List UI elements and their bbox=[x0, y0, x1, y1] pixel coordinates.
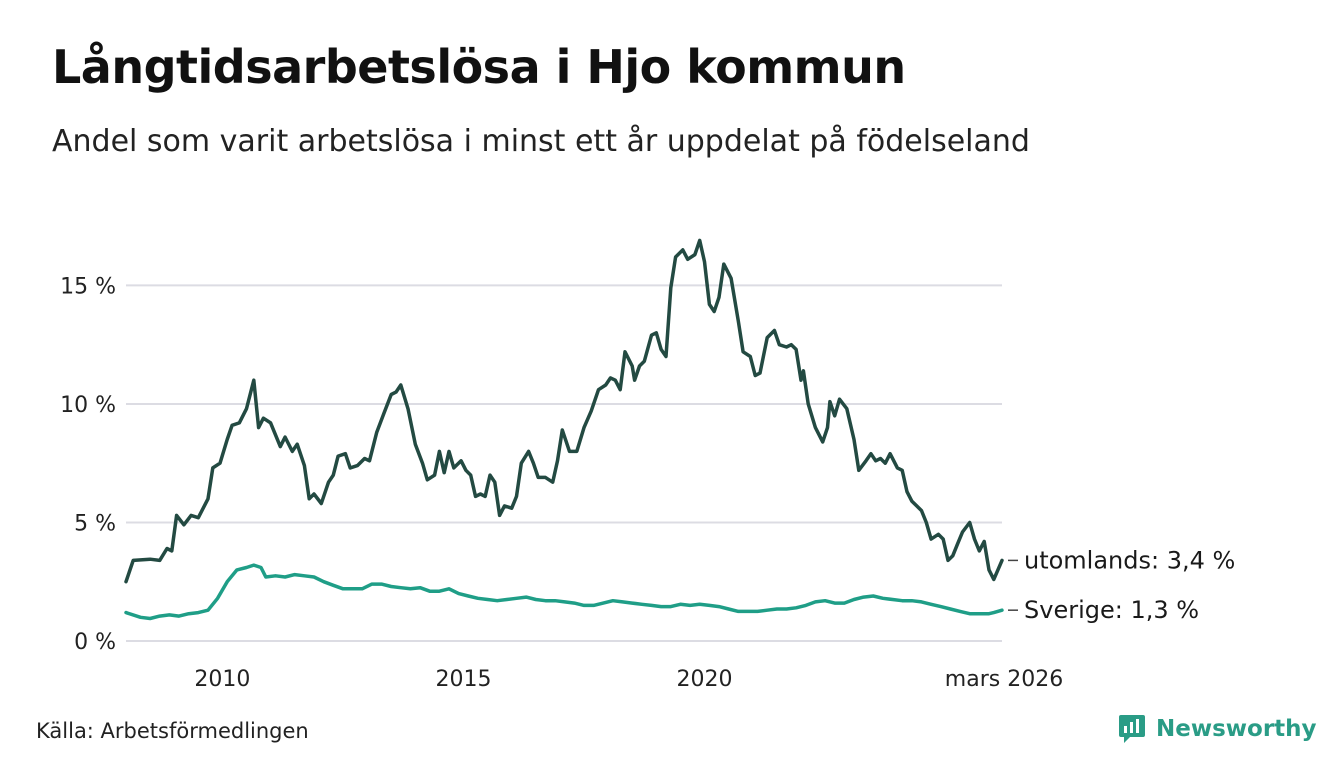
brand-logo: Newsworthy bbox=[1118, 713, 1317, 745]
series-line-utomlands bbox=[124, 238, 1004, 584]
newsworthy-icon bbox=[1119, 715, 1145, 743]
line-chart: 0 % 5 % 10 % 15 % 2010 2015 2020 mars 2026 uto… bbox=[60, 238, 1235, 692]
y-tick-label: 10 % bbox=[60, 393, 116, 418]
series-label-utomlands: utomlands: 3,4 % bbox=[1024, 546, 1235, 574]
brand-name: Newsworthy bbox=[1156, 716, 1317, 742]
x-tick-label: mars 2026 bbox=[945, 667, 1063, 692]
y-tick-label: 15 % bbox=[60, 274, 116, 299]
x-axis-ticks: 2010 2015 2020 mars 2026 bbox=[194, 667, 1063, 692]
chart-subtitle: Andel som varit arbetslösa i minst ett å… bbox=[52, 124, 1030, 159]
grid-lines bbox=[126, 284, 1002, 642]
y-axis-ticks: 0 % 5 % 10 % 15 % bbox=[60, 274, 116, 655]
x-tick-label: 2020 bbox=[677, 667, 733, 692]
series-labels: utomlands: 3,4 % Sverige: 1,3 % bbox=[1008, 546, 1235, 624]
series-lines bbox=[124, 238, 1004, 621]
x-tick-label: 2015 bbox=[435, 667, 491, 692]
x-tick-label: 2010 bbox=[194, 667, 250, 692]
series-label-sverige: Sverige: 1,3 % bbox=[1024, 596, 1199, 624]
y-tick-label: 5 % bbox=[74, 511, 116, 536]
source-note: Källa: Arbetsförmedlingen bbox=[36, 719, 309, 743]
chart-title: Långtidsarbetslösa i Hjo kommun bbox=[52, 40, 906, 94]
y-tick-label: 0 % bbox=[74, 630, 116, 655]
series-line-sverige bbox=[124, 563, 1004, 621]
